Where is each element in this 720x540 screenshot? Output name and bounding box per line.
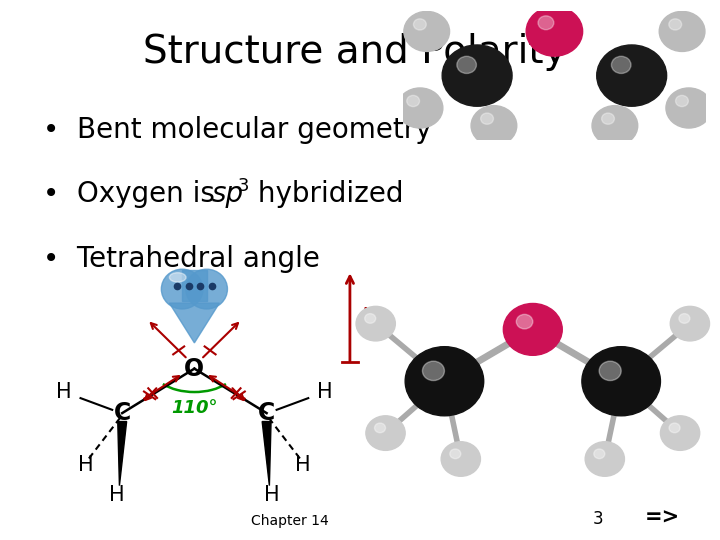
Text: H: H: [56, 382, 72, 402]
Circle shape: [675, 96, 688, 106]
Circle shape: [374, 423, 385, 433]
Text: =>: =>: [644, 508, 680, 528]
Circle shape: [481, 113, 493, 124]
Circle shape: [666, 88, 711, 128]
Text: •  Tetrahedral angle: • Tetrahedral angle: [43, 245, 320, 273]
Polygon shape: [262, 422, 271, 485]
Text: 3: 3: [593, 510, 603, 528]
Text: hybridized: hybridized: [249, 180, 404, 208]
Text: H: H: [264, 485, 280, 505]
Text: H: H: [78, 455, 94, 475]
Circle shape: [602, 113, 614, 124]
Circle shape: [397, 88, 443, 128]
Circle shape: [669, 423, 680, 433]
Circle shape: [503, 303, 562, 355]
Circle shape: [594, 449, 605, 458]
Text: H: H: [317, 382, 333, 402]
Circle shape: [538, 16, 554, 30]
Text: C: C: [258, 401, 275, 425]
Text: •  Oxygen is: • Oxygen is: [43, 180, 224, 208]
Text: Chapter 14: Chapter 14: [251, 514, 329, 528]
Circle shape: [471, 106, 517, 146]
Circle shape: [404, 11, 449, 51]
Circle shape: [670, 306, 709, 341]
Circle shape: [660, 416, 700, 450]
Circle shape: [442, 45, 512, 106]
Circle shape: [679, 314, 690, 323]
Circle shape: [660, 11, 705, 51]
Polygon shape: [118, 422, 127, 485]
Circle shape: [611, 56, 631, 73]
Circle shape: [423, 361, 444, 381]
Polygon shape: [182, 271, 207, 301]
Circle shape: [582, 347, 660, 416]
Circle shape: [356, 306, 395, 341]
Circle shape: [599, 361, 621, 381]
Text: μ: μ: [361, 301, 378, 329]
Circle shape: [405, 347, 484, 416]
Circle shape: [592, 106, 638, 146]
Text: O: O: [184, 356, 204, 381]
Text: Structure and Polarity: Structure and Polarity: [143, 33, 567, 71]
Ellipse shape: [161, 269, 203, 309]
Text: sp: sp: [211, 180, 243, 208]
Text: H: H: [295, 455, 310, 475]
Circle shape: [516, 314, 533, 329]
Ellipse shape: [186, 269, 228, 309]
Polygon shape: [169, 303, 220, 343]
Circle shape: [450, 449, 461, 458]
Circle shape: [365, 314, 376, 323]
Circle shape: [597, 45, 667, 106]
Circle shape: [441, 442, 480, 476]
Circle shape: [457, 56, 477, 73]
Text: •  Bent molecular geometry: • Bent molecular geometry: [43, 116, 432, 144]
Text: H: H: [109, 485, 125, 505]
Text: 110°: 110°: [171, 400, 217, 417]
Circle shape: [413, 19, 426, 30]
Text: C: C: [114, 401, 131, 425]
Circle shape: [585, 442, 624, 476]
Text: 3: 3: [237, 178, 248, 195]
Circle shape: [407, 96, 420, 106]
Circle shape: [526, 6, 582, 56]
Circle shape: [366, 416, 405, 450]
Ellipse shape: [169, 273, 186, 282]
Circle shape: [669, 19, 682, 30]
